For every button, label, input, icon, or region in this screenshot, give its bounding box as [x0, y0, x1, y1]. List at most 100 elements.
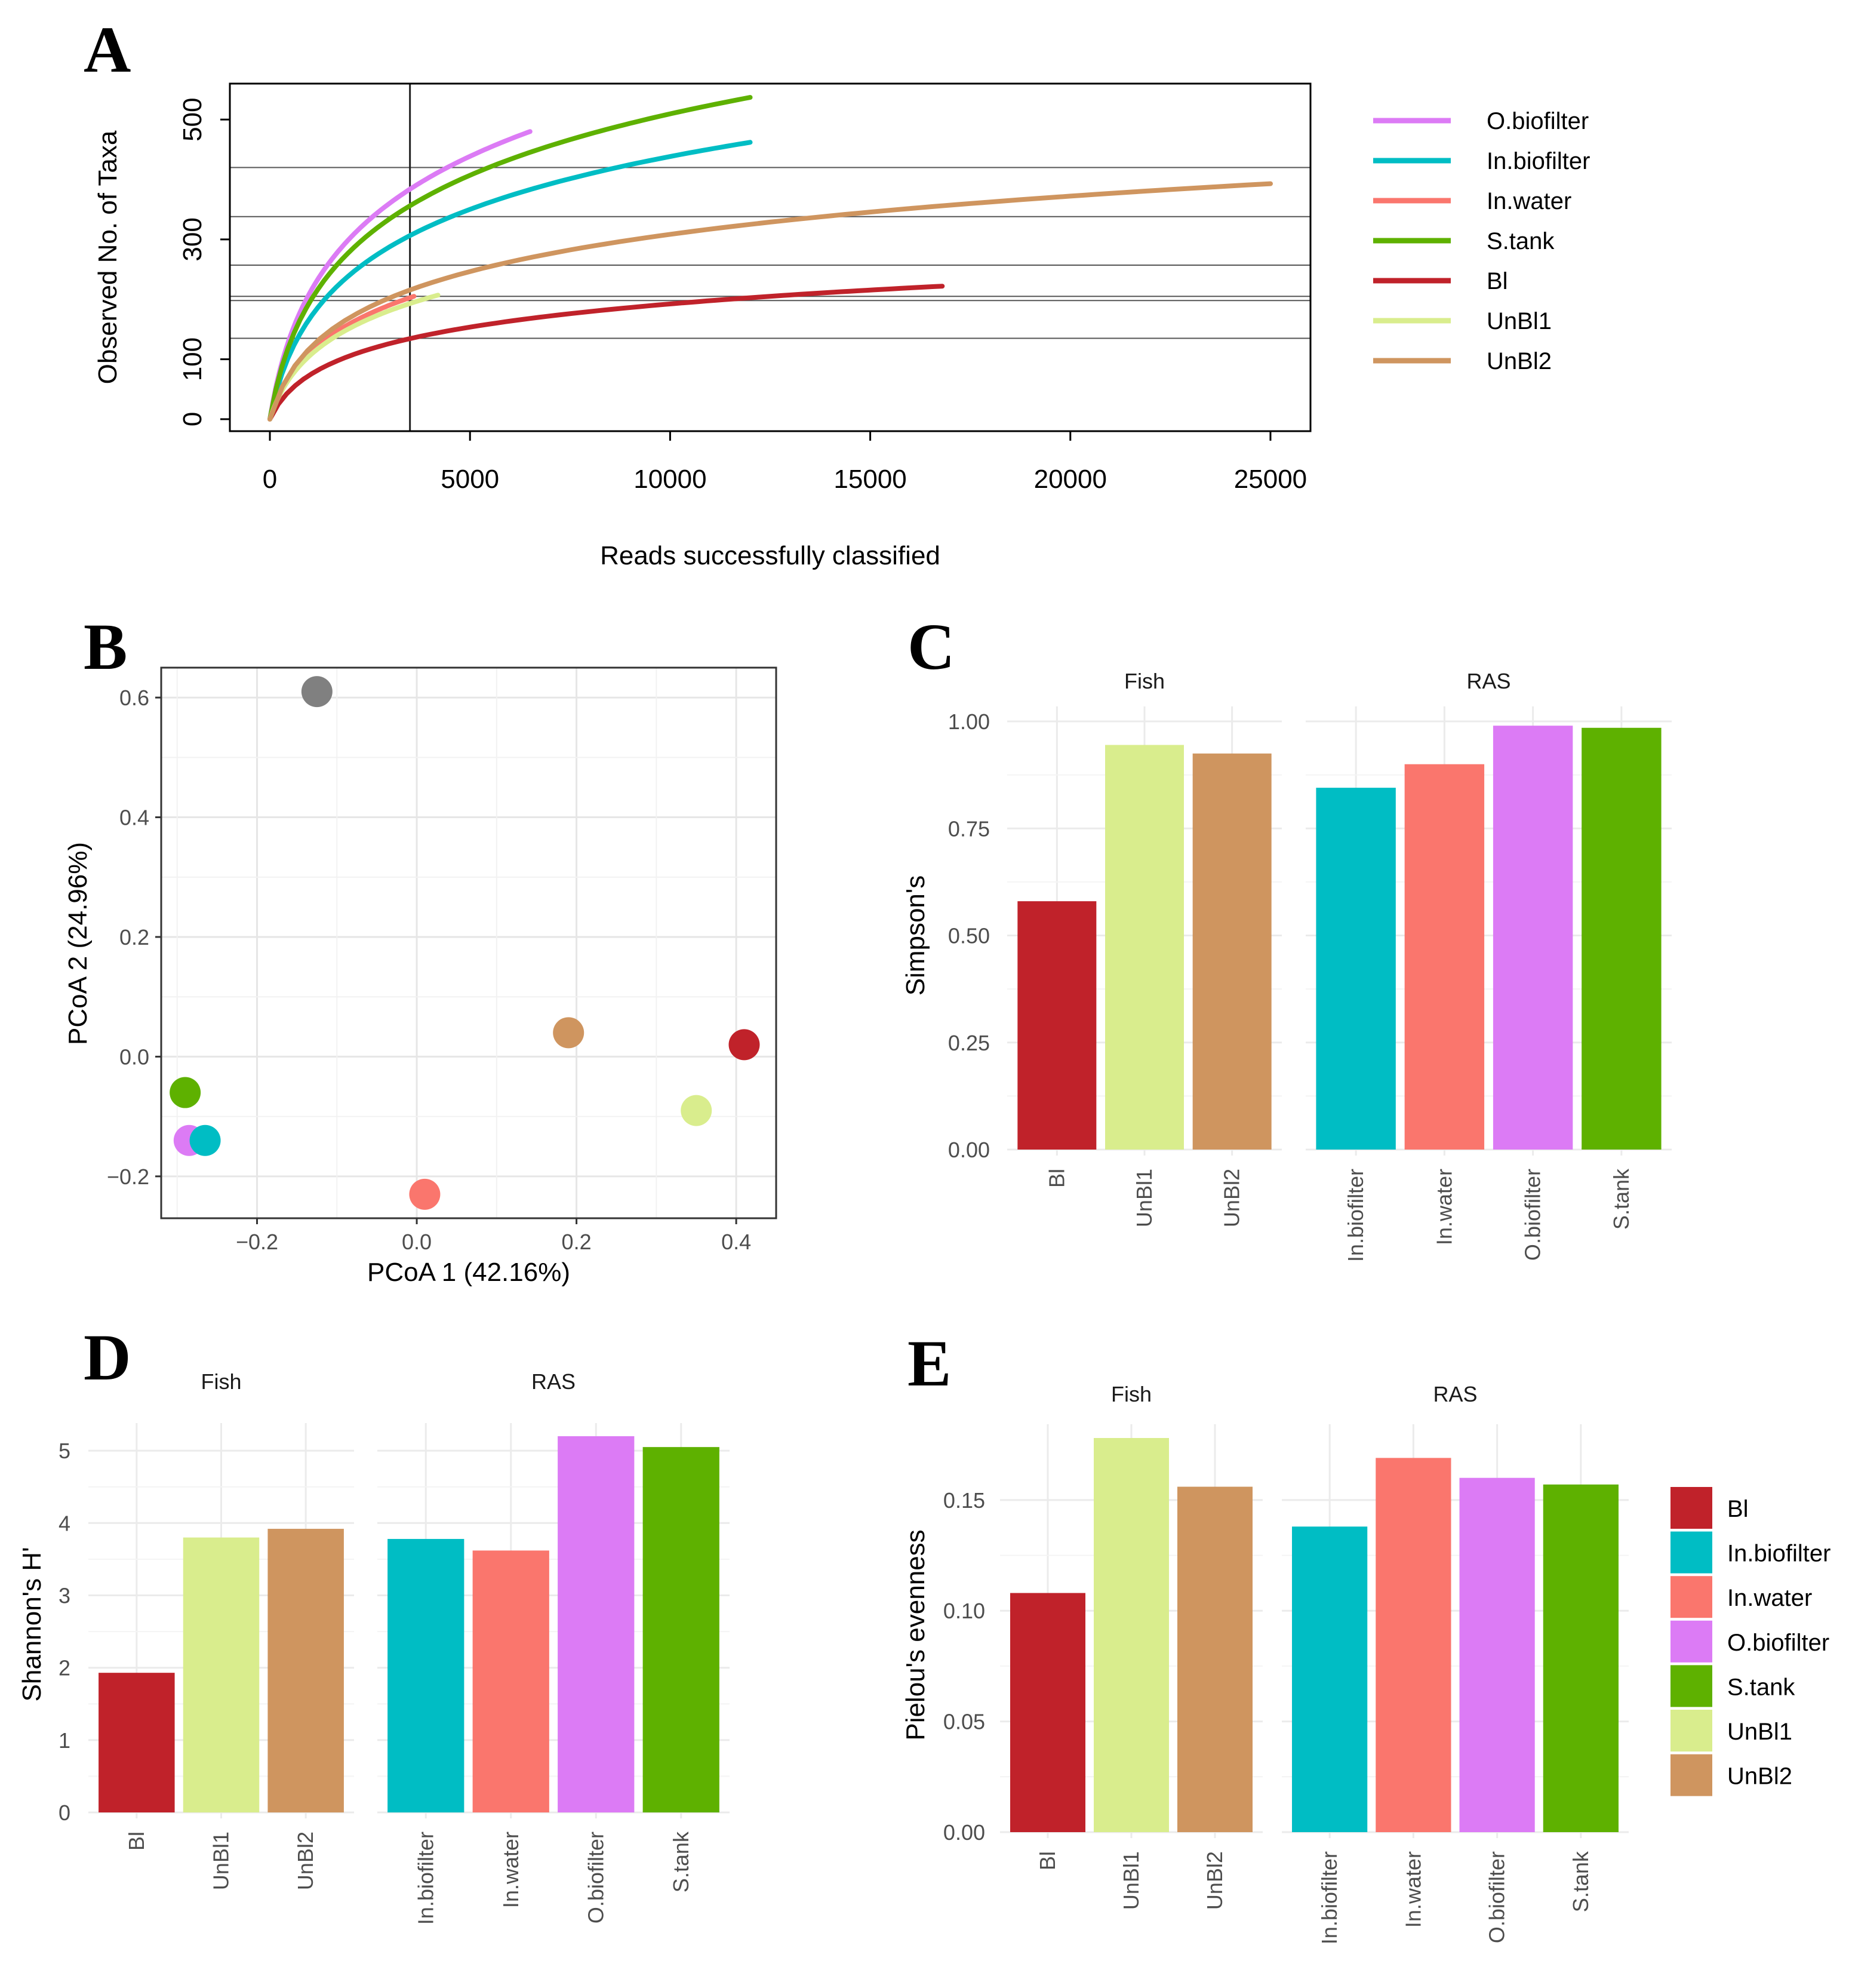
- point-in-biofilter: [189, 1124, 221, 1156]
- x-tick-label: O.biofilter: [583, 1832, 608, 1924]
- x-tick-label: 0.2: [562, 1230, 592, 1254]
- y-tick-label: 1: [59, 1728, 70, 1753]
- legend-label-s-tank: S.tank: [1487, 228, 1555, 254]
- bar-bl: [1017, 901, 1097, 1150]
- y-tick-label: 300: [178, 217, 207, 261]
- facet-strip-fish: Fish: [201, 1369, 241, 1394]
- curve-in-biofilter: [267, 140, 753, 422]
- y-tick-label: 0: [59, 1800, 70, 1825]
- bar-unbl2: [1192, 753, 1272, 1150]
- x-tick-label: 0.0: [402, 1230, 432, 1254]
- bar-unbl2: [1177, 1486, 1253, 1832]
- legend-label-bl: Bl: [1487, 268, 1508, 294]
- plot-border: [229, 82, 1312, 432]
- panel-letter-d: D: [84, 1321, 131, 1394]
- point-s-tank: [170, 1077, 201, 1108]
- y-tick-label: 0.15: [943, 1488, 985, 1513]
- y-axis-label: Shannon's H': [17, 1547, 47, 1702]
- x-tick-label: 15000: [833, 465, 906, 494]
- x-tick-label: UnBl2: [1220, 1169, 1244, 1227]
- legend-swatch-o-biofilter: [1670, 1620, 1712, 1663]
- panel-letter-c: C: [907, 610, 955, 683]
- y-tick-label: 0.10: [943, 1599, 985, 1623]
- x-tick-label: In.biofilter: [413, 1832, 438, 1925]
- bar-unbl1: [183, 1537, 260, 1812]
- curve-s-tank: [267, 95, 753, 422]
- y-tick-label: 3: [59, 1584, 70, 1608]
- y-tick-label: −0.2: [107, 1164, 149, 1189]
- bar-bl: [1010, 1593, 1085, 1832]
- curve-bl: [267, 284, 945, 422]
- x-tick-label: UnBl1: [1132, 1169, 1156, 1227]
- x-tick-label: S.tank: [669, 1831, 693, 1892]
- plot-border: [160, 666, 777, 1219]
- x-tick-label: Bl: [124, 1832, 149, 1851]
- y-tick-label: 100: [178, 337, 207, 381]
- panel-letter-e: E: [907, 1327, 951, 1400]
- bar-in-biofilter: [1316, 788, 1396, 1150]
- bar-in-water: [472, 1550, 549, 1812]
- x-tick-label: S.tank: [1609, 1168, 1633, 1230]
- x-tick-label: In.water: [499, 1832, 523, 1908]
- legend-swatch-in-water: [1670, 1576, 1712, 1618]
- y-tick-label: 4: [59, 1511, 70, 1535]
- point-pcoa-extra: [301, 676, 333, 708]
- y-tick-label: 0.05: [943, 1710, 985, 1734]
- legend-swatch-s-tank: [1670, 1665, 1712, 1707]
- x-tick-label: Bl: [1044, 1169, 1069, 1188]
- y-axis-label: Observed No. of Taxa: [93, 130, 122, 384]
- x-tick-label: S.tank: [1568, 1851, 1593, 1912]
- legend-label-unbl1: UnBl1: [1487, 308, 1552, 334]
- bar-in-biofilter: [387, 1539, 464, 1812]
- x-axis-label: PCoA 1 (42.16%): [367, 1258, 570, 1287]
- point-bl: [728, 1029, 760, 1061]
- legend-swatch-unbl1: [1670, 1710, 1712, 1752]
- legend-label-in-water: In.water: [1487, 188, 1571, 214]
- x-tick-label: O.biofilter: [1485, 1851, 1509, 1943]
- x-tick-label: UnBl2: [293, 1832, 318, 1890]
- x-tick-label: UnBl1: [1119, 1851, 1143, 1910]
- x-tick-label: In.biofilter: [1317, 1851, 1342, 1944]
- x-tick-label: 0.4: [721, 1230, 751, 1254]
- y-tick-label: 0.25: [948, 1031, 990, 1055]
- x-tick-label: In.biofilter: [1343, 1169, 1368, 1262]
- x-tick-label: In.water: [1401, 1851, 1425, 1928]
- facet-strip-ras: RAS: [1433, 1382, 1477, 1406]
- bar-unbl2: [267, 1529, 344, 1812]
- y-tick-label: 0.6: [119, 686, 149, 710]
- legend-swatch-bl: [1670, 1487, 1712, 1529]
- bar-in-biofilter: [1292, 1526, 1368, 1832]
- y-axis-label: PCoA 2 (24.96%): [63, 842, 93, 1045]
- legend-swatch-in-biofilter: [1670, 1531, 1712, 1574]
- legend-label-o-biofilter: O.biofilter: [1487, 108, 1589, 134]
- legend-swatch-unbl2: [1670, 1754, 1712, 1796]
- panel-a-rarefaction: 0 5000 10000 15000 20000 25000 0 100 300 500 Reads…: [93, 82, 1590, 570]
- bar-o-biofilter: [1459, 1477, 1535, 1832]
- x-tick-label: 20000: [1034, 465, 1107, 494]
- point-in-water: [409, 1178, 441, 1210]
- y-tick-label: 0: [178, 412, 207, 426]
- bar-in-water: [1404, 764, 1485, 1150]
- panel-letter-a: A: [84, 13, 131, 86]
- x-tick-label: UnBl2: [1202, 1851, 1227, 1910]
- x-tick-label: O.biofilter: [1521, 1169, 1545, 1261]
- legend-label-o-biofilter: O.biofilter: [1727, 1630, 1829, 1656]
- legend-label-unbl2: UnBl2: [1727, 1763, 1792, 1790]
- y-tick-label: 2: [59, 1656, 70, 1680]
- point-unbl2: [553, 1017, 584, 1049]
- panel-c-simpson: Fish Bl UnBl1 UnBl2 RAS In.biofilter In.water O…: [901, 669, 1672, 1262]
- curve-o-biofilter: [267, 129, 533, 422]
- facet-strip-fish: Fish: [1124, 669, 1165, 693]
- bar-s-tank: [642, 1447, 719, 1812]
- panel-d-shannon: Fish Bl UnBl1 UnBl2 RAS In.biofilter In.water O…: [17, 1369, 730, 1925]
- bar-s-tank: [1582, 727, 1662, 1150]
- curve-unbl1: [267, 293, 441, 422]
- legend-label-bl: Bl: [1727, 1496, 1749, 1522]
- legend-label-unbl1: UnBl1: [1727, 1719, 1792, 1745]
- facet-strip-ras: RAS: [1466, 669, 1510, 693]
- x-tick-label: Bl: [1035, 1851, 1060, 1870]
- bar-unbl1: [1094, 1438, 1169, 1832]
- legend-label-in-water: In.water: [1727, 1585, 1812, 1611]
- x-tick-label: 0: [263, 465, 277, 494]
